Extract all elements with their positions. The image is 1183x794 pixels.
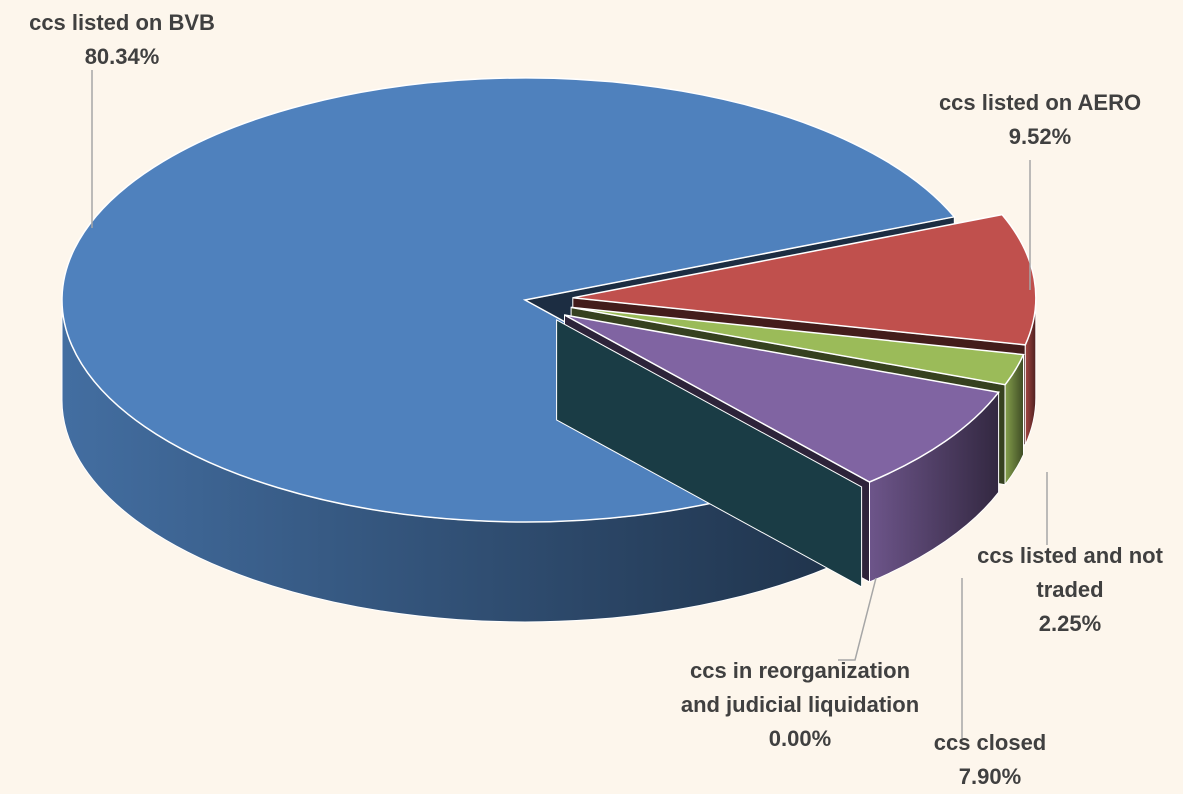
slice-top bbox=[61, 77, 956, 523]
value-label: 0.00% bbox=[768, 726, 832, 751]
value-label: 7.90% bbox=[958, 764, 1022, 789]
value-label: 2.25% bbox=[1038, 611, 1102, 636]
data-label: ccs in reorganization and judicial liqui… bbox=[670, 654, 930, 756]
value-label: 80.34% bbox=[84, 44, 160, 69]
slice-top bbox=[572, 213, 1037, 346]
slice-top bbox=[570, 306, 1025, 386]
leader-line bbox=[838, 577, 877, 661]
data-label: ccs listed and not traded 2.25% bbox=[955, 539, 1183, 641]
category-label: ccs listed and not traded bbox=[977, 543, 1163, 602]
data-label: ccs listed on AERO 9.52% bbox=[910, 86, 1170, 154]
data-label: ccs closed 7.90% bbox=[890, 726, 1090, 794]
data-label: ccs listed on BVB 80.34% bbox=[0, 6, 252, 74]
value-label: 9.52% bbox=[1008, 124, 1072, 149]
category-label: ccs listed on AERO bbox=[938, 90, 1142, 115]
category-label: ccs in reorganization and judicial liqui… bbox=[680, 658, 920, 717]
category-label: ccs closed bbox=[933, 730, 1047, 755]
slice-top bbox=[564, 314, 1000, 483]
slice-face bbox=[556, 319, 863, 588]
category-label: ccs listed on BVB bbox=[29, 10, 215, 35]
